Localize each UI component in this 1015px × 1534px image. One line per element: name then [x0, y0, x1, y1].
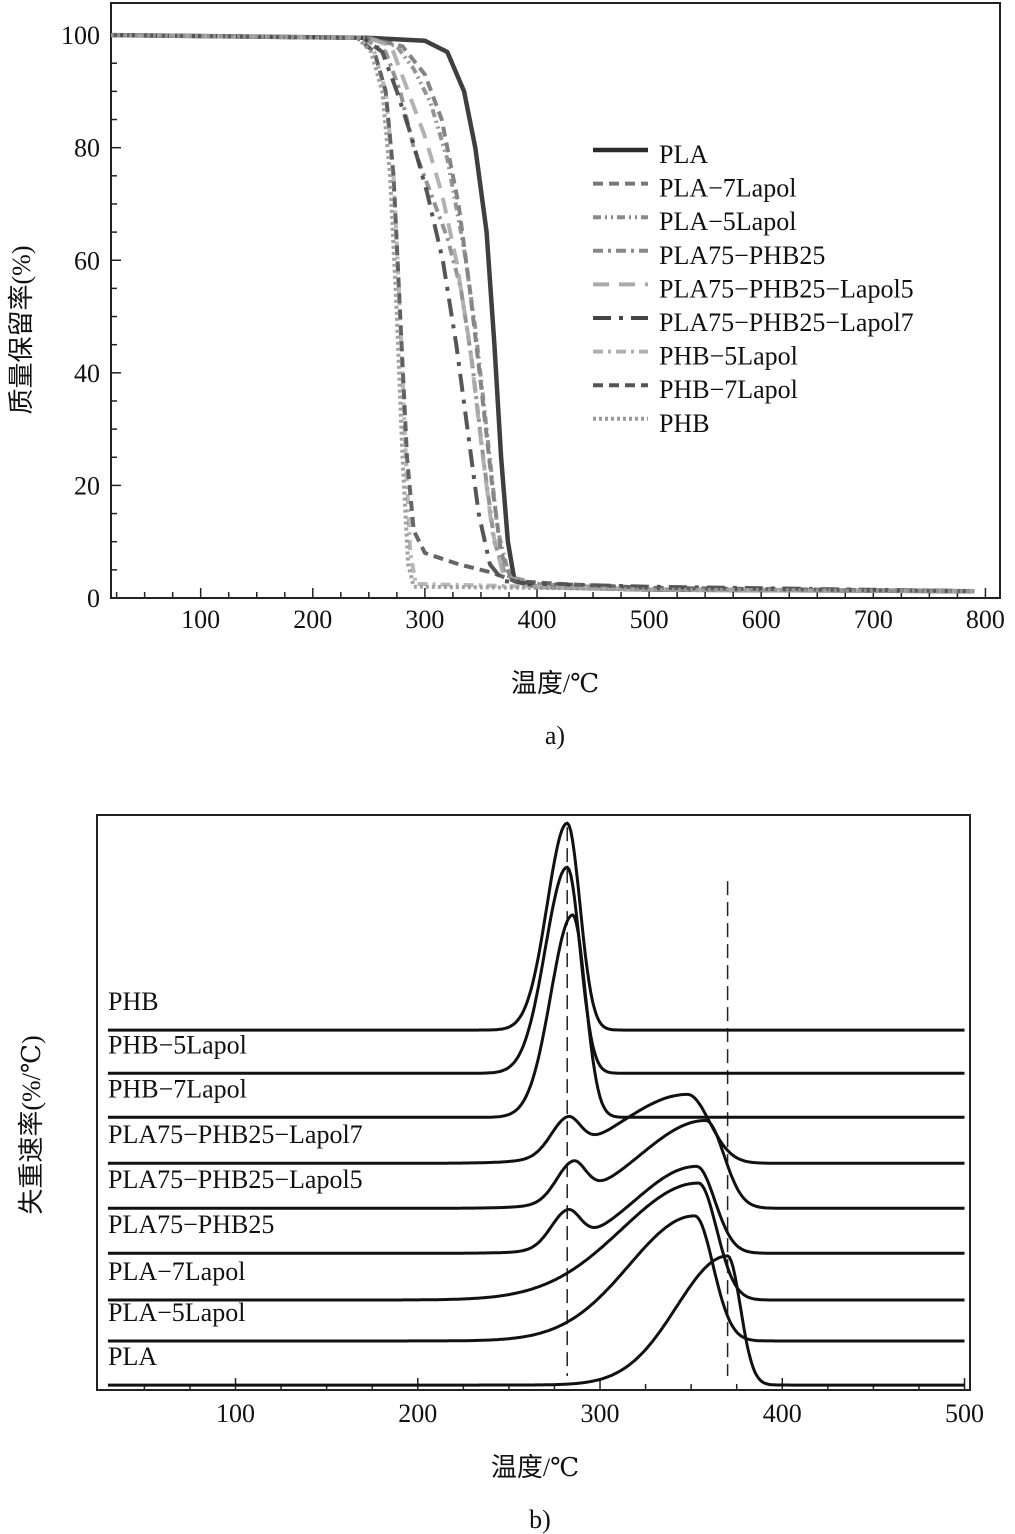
chart-b-series-label: PLA75−PHB25−Lapol7	[108, 1120, 363, 1149]
chart-a-y-tick-label: 0	[87, 584, 100, 613]
chart-b-series-label: PLA75−PHB25	[108, 1210, 274, 1239]
chart-b-panel-label: b)	[529, 1505, 551, 1534]
chart-a-y-tick-label: 60	[74, 246, 100, 275]
chart-a-legend-label: PLA75−PHB25−Lapol7	[659, 308, 914, 337]
chart-a-series	[110, 32, 975, 594]
chart-a-tga: 100 200 300 400 500 600 700 800 0 20 40 60 80 100 PLA…	[7, 2, 1005, 750]
chart-a-legend-label: PHB	[659, 409, 710, 438]
chart-b-x-tick-label: 100	[216, 1399, 255, 1428]
chart-a-legend-label: PLA−5Lapol	[659, 207, 796, 236]
chart-b-series-line	[107, 1092, 965, 1165]
chart-a-y-tick-label: 40	[74, 359, 100, 388]
chart-b-x-tick-label: 400	[763, 1399, 802, 1428]
chart-b-series-line	[107, 913, 965, 1119]
chart-a-legend-label: PLA−7Lapol	[659, 174, 796, 203]
chart-b-series-line	[107, 1214, 965, 1343]
chart-b-x-tick-label: 300	[581, 1399, 620, 1428]
chart-a-legend-label: PLA75−PHB25	[659, 241, 825, 270]
chart-b-reference-lines	[566, 827, 729, 1377]
chart-b-series-line	[107, 1254, 965, 1387]
chart-a-x-tick-label: 500	[630, 605, 669, 634]
chart-a-series-line	[110, 33, 975, 594]
chart-a-series-line	[110, 33, 975, 594]
chart-a-y-tick-label: 100	[61, 21, 100, 50]
chart-b-series-line	[107, 1164, 965, 1255]
chart-a-x-tick-label: 400	[518, 605, 557, 634]
chart-a-x-tick-label: 700	[854, 605, 893, 634]
chart-b-x-tick-label: 200	[398, 1399, 437, 1428]
chart-b-series-label: PHB−5Lapol	[108, 1030, 247, 1059]
chart-b-dtg: 100 200 300 400 500 PHBPHB−5LapolPHB−7LapolP…	[17, 814, 984, 1534]
chart-a-x-tick-label: 800	[966, 605, 1005, 634]
chart-b-series-line	[107, 1119, 965, 1210]
chart-b-series-label: PHB−7Lapol	[108, 1074, 247, 1103]
chart-a-x-tick-label: 300	[405, 605, 444, 634]
chart-b-series-label: PLA	[108, 1342, 157, 1371]
chart-b-series-label: PHB	[108, 987, 159, 1016]
chart-b-x-tick-label: 500	[945, 1399, 984, 1428]
chart-b-ylabel: 失重速率(%/℃)	[17, 1035, 46, 1214]
chart-b-series: PHB PHB−5Lapol PHB−7Lapol PLA75−PHB25−Lapol…	[107, 821, 965, 1387]
chart-a-plot-frame	[110, 2, 1001, 599]
chart-b-xlabel: 温度/℃	[491, 1453, 579, 1482]
chart-a-x-tick-label: 200	[293, 605, 332, 634]
chart-a-x-tick-label: 600	[742, 605, 781, 634]
chart-a-legend: PLA PLA−7Lapol PLA−5Lapol PLA75−PHB25 PLA75−…	[593, 140, 914, 438]
chart-b-series-line	[107, 821, 965, 1032]
chart-a-legend-label: PHB−5Lapol	[659, 342, 798, 371]
chart-a-x-tick-label: 100	[181, 605, 220, 634]
chart-a-series-line	[110, 33, 975, 594]
chart-b-series-line	[107, 1181, 965, 1302]
chart-b-plot-frame	[96, 814, 971, 1391]
chart-a-legend-label: PLA75−PHB25−Lapol5	[659, 274, 914, 303]
chart-a-legend-label: PLA	[659, 140, 708, 169]
chart-a-legend-label: PHB−7Lapol	[659, 375, 798, 404]
chart-a-xlabel: 温度/℃	[511, 669, 599, 698]
chart-b-series-label: PLA−5Lapol	[108, 1298, 245, 1327]
chart-b-series-label: PLA75−PHB25−Lapol5	[108, 1165, 363, 1194]
chart-b-series-line	[107, 865, 965, 1075]
chart-a-ticks: 100 200 300 400 500 600 700 800 0 20 40 60 80 100	[61, 21, 1005, 634]
chart-b-series-label: PLA−7Lapol	[108, 1257, 245, 1286]
chart-a-series-line	[110, 33, 975, 594]
chart-a-y-tick-label: 80	[74, 134, 100, 163]
chart-a-panel-label: a)	[545, 721, 565, 750]
chart-a-y-tick-label: 20	[74, 471, 100, 500]
chart-a-ylabel: 质量保留率(%)	[7, 246, 36, 415]
